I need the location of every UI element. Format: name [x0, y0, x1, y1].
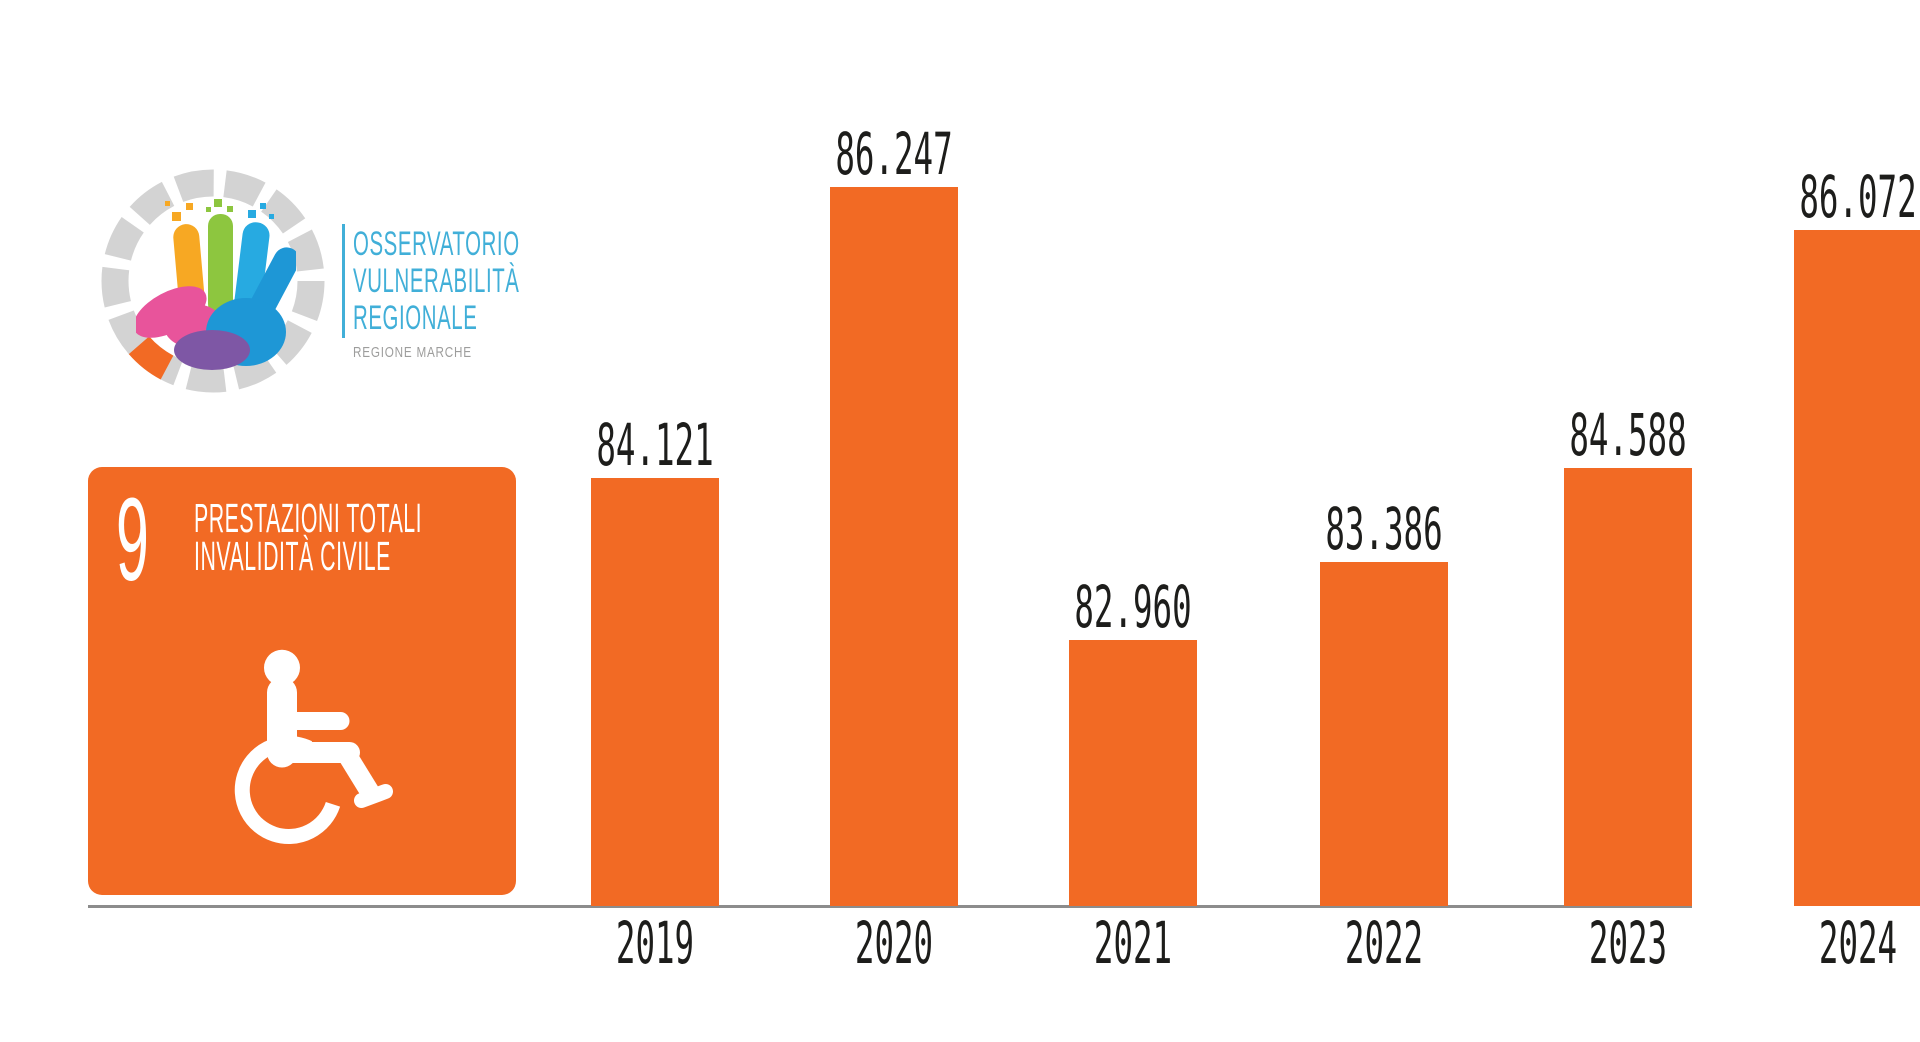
- indicator-card: 9 PRESTAZIONI TOTALI INVALIDITÀ CIVILE: [88, 467, 516, 895]
- logo-title-line-2: VULNERABILITÀ: [353, 262, 520, 300]
- x-axis-label: 2023: [1588, 909, 1668, 977]
- x-axis-label: 2020: [854, 909, 934, 977]
- bar: [1320, 562, 1448, 906]
- bar-value-label: 84.121: [596, 411, 714, 479]
- wheelchair-icon: [234, 649, 393, 844]
- bar-value-label: 86.247: [835, 120, 953, 188]
- colorful-hand-icon: [136, 199, 296, 370]
- fingertip-pixels: [165, 199, 274, 221]
- dashed-ring-icon: [101, 169, 325, 393]
- x-axis-label: 2022: [1344, 909, 1424, 977]
- bar-value-label: 84.588: [1569, 401, 1687, 469]
- logo-title: OSSERVATORIO VULNERABILITÀ REGIONALE: [353, 226, 631, 337]
- bar-value-label: 86.072: [1799, 163, 1917, 231]
- ring-gray-dashes: [101, 169, 325, 393]
- logo-title-line-3: REGIONALE: [353, 299, 478, 337]
- bar: [1794, 230, 1920, 906]
- logo-divider: [342, 224, 345, 338]
- indicator-title-line-1: PRESTAZIONI TOTALI: [194, 495, 423, 541]
- indicator-title-line-2: INVALIDITÀ CIVILE: [194, 533, 391, 579]
- bar-value-label: 82.960: [1074, 573, 1192, 641]
- bar: [591, 478, 719, 906]
- x-axis-line: [88, 905, 1692, 908]
- x-axis-label: 2021: [1093, 909, 1173, 977]
- bar: [1564, 468, 1692, 906]
- logo-title-line-1: OSSERVATORIO: [353, 225, 520, 263]
- logo-subtitle: REGIONE MARCHE: [353, 344, 472, 361]
- x-axis-label: 2019: [615, 909, 695, 977]
- bar: [830, 187, 958, 906]
- bar: [1069, 640, 1197, 906]
- indicator-title: PRESTAZIONI TOTALI INVALIDITÀ CIVILE: [194, 495, 633, 579]
- x-axis-label: 2024: [1818, 909, 1898, 977]
- bar-value-label: 83.386: [1325, 495, 1443, 563]
- hand-palm: [136, 286, 286, 370]
- indicator-number: 9: [116, 474, 149, 606]
